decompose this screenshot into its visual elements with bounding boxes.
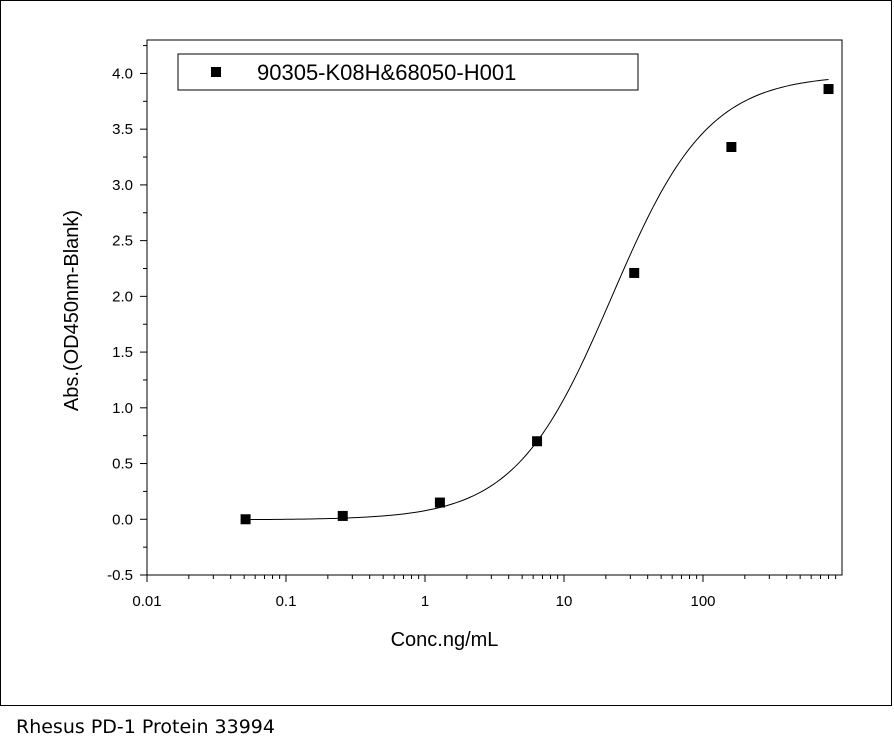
x-tick-label: 1 <box>421 593 429 610</box>
x-tick-label: 100 <box>690 593 715 610</box>
y-tick-label: 1.0 <box>112 400 133 417</box>
data-point <box>532 436 543 447</box>
data-point <box>823 84 834 95</box>
data-point <box>629 267 640 278</box>
chart-frame <box>0 0 892 706</box>
figure-caption: Rhesus PD-1 Protein 33994 <box>16 716 275 738</box>
y-tick-label: -0.5 <box>107 567 133 584</box>
x-tick-label: 10 <box>556 593 573 610</box>
y-tick-label: 3.0 <box>112 177 133 194</box>
x-axis-title: Conc.ng/mL <box>391 629 499 651</box>
plot-border <box>146 39 843 576</box>
data-point <box>726 142 737 152</box>
chart-plot: -0.5 0.0 0.5 1.0 1.5 2.0 2.5 3.0 3.5 4.0 0.01 0.1 1 1… <box>61 39 843 651</box>
legend-marker <box>211 67 221 77</box>
x-tick-label: 0.1 <box>276 593 297 610</box>
x-tick-label: 0.01 <box>132 593 161 610</box>
fit-curve-line <box>245 78 829 521</box>
y-tick-label: 1.5 <box>112 344 133 361</box>
y-tick-label: 2.5 <box>112 233 133 250</box>
legend-box <box>177 53 639 91</box>
data-point <box>434 497 445 508</box>
fit-curve-layer <box>245 78 829 521</box>
y-axis-title: Abs.(OD450nm-Blank) <box>61 210 83 411</box>
y-tick-label: 4.0 <box>112 65 133 82</box>
y-tick-label: 2.0 <box>112 288 133 305</box>
y-tick-label: 0.5 <box>112 456 133 473</box>
axes-layer: -0.5 0.0 0.5 1.0 1.5 2.0 2.5 3.0 3.5 4.0 0.01 0.1 1 1… <box>61 39 843 651</box>
legend-label: 90305-K08H&68050-H001 <box>257 60 516 85</box>
y-tick-label: 0.0 <box>112 511 133 528</box>
data-points-layer <box>240 84 834 525</box>
data-point <box>240 514 251 525</box>
legend: 90305-K08H&68050-H001 <box>177 53 639 91</box>
y-tick-label: 3.5 <box>112 121 133 138</box>
data-point <box>337 510 348 521</box>
